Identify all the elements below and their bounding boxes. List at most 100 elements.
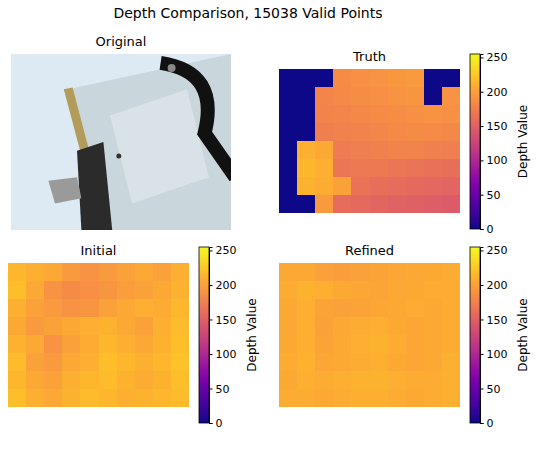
heatmap-cell: [135, 371, 154, 390]
heatmap-cell: [135, 299, 154, 318]
heatmap-cell: [370, 317, 389, 336]
heatmap-cell: [297, 335, 316, 354]
heatmap-cell: [424, 69, 443, 88]
heatmap-cell: [442, 105, 460, 124]
heatmap-cell: [442, 177, 460, 196]
heatmap-cell: [279, 317, 298, 336]
heatmap-cell: [424, 105, 443, 124]
colorbar: 050100150200250Depth Value: [199, 244, 259, 430]
heatmap-cell: [424, 195, 443, 213]
heatmap-cell: [297, 195, 316, 213]
heatmap-cell: [442, 281, 460, 300]
heatmap-cell: [424, 141, 443, 160]
heatmap-cell: [442, 69, 460, 88]
heatmap-cell: [135, 389, 154, 407]
heatmap-cell: [8, 263, 27, 282]
heatmap-cell: [388, 177, 407, 196]
heatmap-cell: [297, 389, 316, 407]
heatmap-cell: [279, 263, 298, 282]
colorbar-tick-mark: [480, 57, 484, 58]
heatmap-cell: [99, 335, 118, 354]
heatmap-cell: [279, 69, 298, 88]
heatmap-cell: [297, 177, 316, 196]
heatmap-cell: [26, 263, 45, 282]
heatmap-cell: [297, 123, 316, 142]
photo-screw: [116, 154, 121, 159]
heatmap-cell: [333, 371, 352, 390]
colorbar: 050100150200250Depth Value: [470, 51, 530, 236]
heatmap-cell: [424, 371, 443, 390]
heatmap-cell: [153, 389, 172, 407]
heatmap-cell: [351, 141, 370, 160]
panel-title: Truth: [352, 49, 386, 64]
heatmap-cell: [171, 263, 189, 282]
heatmap-cell: [315, 281, 334, 300]
heatmap-cell: [333, 159, 352, 178]
heatmap-cell: [315, 159, 334, 178]
heatmap-cell: [351, 353, 370, 372]
heatmap-cell: [406, 141, 425, 160]
colorbar-tick-label: 0: [216, 417, 223, 430]
heatmap-cell: [297, 105, 316, 124]
colorbar-tick-label: 50: [216, 383, 230, 396]
heatmap-cell: [442, 335, 460, 354]
colorbar-tick: 50: [480, 383, 501, 396]
heatmap-cell: [297, 159, 316, 178]
heatmap-cell: [351, 69, 370, 88]
heatmap-cell: [333, 177, 352, 196]
colorbar-tick: 100: [480, 348, 508, 361]
heatmap-cell: [370, 263, 389, 282]
heatmap-cell: [388, 105, 407, 124]
heatmap-cell: [333, 389, 352, 407]
heatmap-cell: [388, 195, 407, 213]
colorbar-tick-label: 50: [487, 383, 501, 396]
colorbar-tick-label: 0: [487, 417, 494, 430]
heatmap-cell: [315, 263, 334, 282]
heatmap-cell: [80, 335, 99, 354]
colorbar-tick-label: 200: [487, 279, 508, 292]
heatmap-cell: [388, 335, 407, 354]
panel: Truth: [279, 49, 461, 214]
heatmap-cell: [388, 299, 407, 318]
heatmap-cell: [171, 371, 189, 390]
colorbar-tick-mark: [209, 388, 213, 389]
heatmap-cell: [44, 281, 63, 300]
heatmap-cell: [406, 281, 425, 300]
panel: Initial: [8, 243, 190, 408]
colorbar-gradient: [199, 247, 209, 423]
heatmap-cell: [351, 159, 370, 178]
colorbar-tick-mark: [209, 250, 213, 251]
heatmap-cell: [424, 263, 443, 282]
heatmap-cell: [370, 123, 389, 142]
heatmap-cell: [370, 141, 389, 160]
heatmap-cell: [424, 317, 443, 336]
heatmap-cell: [99, 299, 118, 318]
panel: Original: [11, 34, 235, 230]
heatmap-cell: [370, 371, 389, 390]
photo-bracket: [48, 177, 81, 203]
heatmap-cell: [333, 263, 352, 282]
heatmap-cell: [406, 371, 425, 390]
heatmap-cell: [388, 87, 407, 106]
heatmap-cell: [62, 317, 81, 336]
colorbar-gradient: [470, 247, 480, 423]
colorbar-tick: 200: [209, 279, 237, 292]
heatmap-cell: [315, 371, 334, 390]
heatmap-cell: [279, 389, 298, 407]
colorbar-tick-mark: [480, 250, 484, 251]
heatmap-cell: [153, 263, 172, 282]
heatmap-cell: [442, 299, 460, 318]
heatmap-cell: [297, 69, 316, 88]
heatmap-cell: [62, 389, 81, 407]
plot-area: [8, 263, 189, 407]
heatmap-cell: [351, 299, 370, 318]
colorbar-tick-mark: [480, 388, 484, 389]
heatmap-cell: [442, 263, 460, 282]
heatmap-cell: [279, 159, 298, 178]
colorbar-tick-mark: [209, 354, 213, 355]
heatmap-cell: [279, 353, 298, 372]
photo-reflection: [110, 89, 209, 203]
heatmap-cell: [117, 389, 136, 407]
colorbar-tick-mark: [480, 160, 484, 161]
heatmap-cell: [370, 87, 389, 106]
